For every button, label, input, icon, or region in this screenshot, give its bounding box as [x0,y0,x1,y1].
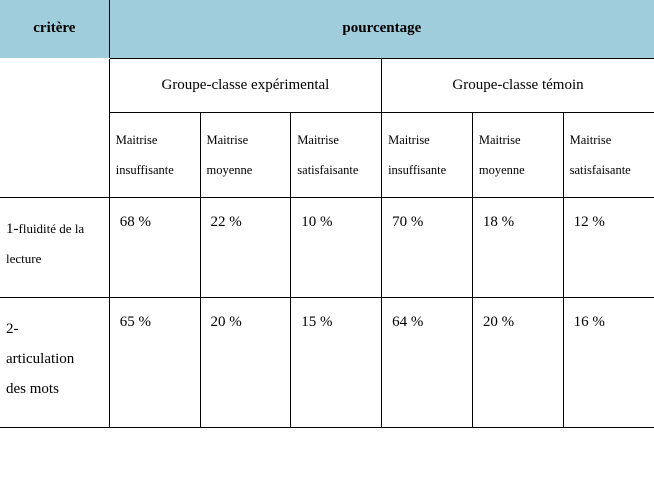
cell-value: 68 % [109,197,200,297]
header-pourcentage: pourcentage [109,0,654,58]
sub-tem-moy: Maitrise moyenne [472,112,563,197]
cell-value: 20 % [472,297,563,427]
sub-exp-moy: Maitrise moyenne [200,112,291,197]
row-label-2: 2- articulation des mots [0,297,109,427]
sub-label-line2: satisfaisante [297,163,358,177]
group-experimental: Groupe-classe expérimental [109,58,381,112]
cell-value: 12 % [563,197,654,297]
sub-label-line1: Maitrise [388,133,430,147]
cell-value: 64 % [382,297,473,427]
row-label-1: 1-fluidité de la lecture [0,197,109,297]
row-label-text2: articulation [6,351,74,367]
sub-label-line2: moyenne [479,163,525,177]
sub-exp-insuf: Maitrise insuffisante [109,112,200,197]
header-empty [0,58,109,197]
cell-value: 22 % [200,197,291,297]
sub-label-line2: insuffisante [388,163,446,177]
group-temoin: Groupe-classe témoin [382,58,654,112]
cell-value: 20 % [200,297,291,427]
header-row-1: critère pourcentage [0,0,654,58]
sub-exp-sat: Maitrise satisfaisante [291,112,382,197]
sub-label-line1: Maitrise [570,133,612,147]
sub-label-line1: Maitrise [116,133,158,147]
row-num: 1- [6,221,19,237]
row-label-text3: des mots [6,381,59,397]
cell-value: 18 % [472,197,563,297]
header-row-2: Groupe-classe expérimental Groupe-classe… [0,58,654,112]
criteria-table: critère pourcentage Groupe-classe expéri… [0,0,654,428]
sub-label-line1: Maitrise [207,133,249,147]
table-row: 2- articulation des mots 65 % 20 % 15 % … [0,297,654,427]
sub-label-line1: Maitrise [297,133,339,147]
row-num: 2- [6,321,19,337]
cell-value: 15 % [291,297,382,427]
sub-tem-insuf: Maitrise insuffisante [382,112,473,197]
sub-label-line2: satisfaisante [570,163,631,177]
row-label-text1: fluidité de la [19,221,85,236]
cell-value: 70 % [382,197,473,297]
sub-label-line2: moyenne [207,163,253,177]
cell-value: 16 % [563,297,654,427]
cell-value: 65 % [109,297,200,427]
table-row: 1-fluidité de la lecture 68 % 22 % 10 % … [0,197,654,297]
header-critere: critère [0,0,109,58]
sub-label-line2: insuffisante [116,163,174,177]
row-label-text2: lecture [6,251,41,266]
cell-value: 10 % [291,197,382,297]
sub-label-line1: Maitrise [479,133,521,147]
sub-tem-sat: Maitrise satisfaisante [563,112,654,197]
